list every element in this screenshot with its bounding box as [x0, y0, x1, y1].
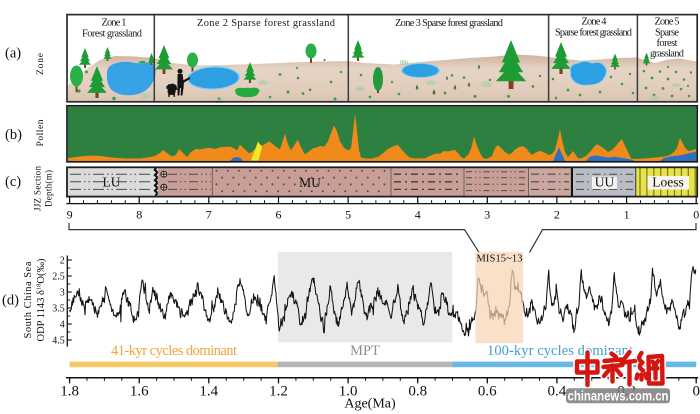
- svg-text:4: 4: [60, 319, 65, 330]
- svg-text:UU: UU: [595, 175, 615, 190]
- svg-text:3: 3: [60, 287, 65, 298]
- svg-text:2: 2: [60, 255, 65, 266]
- svg-text:0.6: 0.6: [478, 384, 497, 400]
- svg-text:1.6: 1.6: [130, 384, 149, 400]
- svg-text:Sparse: Sparse: [655, 28, 679, 39]
- svg-text:7: 7: [206, 208, 212, 222]
- svg-text:Pollen: Pollen: [36, 119, 46, 146]
- svg-text:2.5: 2.5: [52, 271, 65, 282]
- svg-text:(b): (b): [5, 127, 22, 143]
- svg-text:LU: LU: [103, 175, 121, 190]
- svg-text:1.0: 1.0: [339, 384, 358, 400]
- svg-text:Zone 2 Sparse forest grassland: Zone 2 Sparse forest grassland: [197, 18, 336, 29]
- svg-text:2: 2: [554, 208, 560, 222]
- svg-text:41-kyr cycles dominant: 41-kyr cycles dominant: [111, 343, 237, 359]
- svg-text:chinanews.com.cn: chinanews.com.cn: [568, 389, 669, 404]
- svg-text:4: 4: [415, 208, 421, 222]
- svg-text:Depth(m): Depth(m): [44, 170, 54, 207]
- svg-text:Zone 5: Zone 5: [655, 17, 680, 28]
- svg-text:(d): (d): [2, 293, 19, 309]
- svg-text:9: 9: [67, 208, 73, 222]
- svg-text:Forest grassland: Forest grassland: [82, 29, 143, 40]
- svg-text:grassland: grassland: [650, 49, 685, 60]
- svg-text:Zone 4: Zone 4: [582, 17, 608, 28]
- svg-text:0: 0: [692, 384, 700, 400]
- svg-text:0.4: 0.4: [548, 384, 567, 400]
- svg-text:(a): (a): [5, 46, 21, 62]
- svg-text:Zone: Zone: [36, 53, 46, 75]
- svg-text:(c): (c): [5, 174, 21, 190]
- svg-text:3.5: 3.5: [52, 303, 65, 314]
- svg-text:1.8: 1.8: [60, 384, 79, 400]
- svg-text:MPT: MPT: [350, 343, 380, 359]
- svg-text:0.8: 0.8: [408, 384, 427, 400]
- svg-text:1: 1: [624, 208, 630, 222]
- svg-text:Age(Ma): Age(Ma): [344, 397, 396, 412]
- svg-text:MU: MU: [299, 175, 321, 190]
- svg-text:Sparse forest grassland: Sparse forest grassland: [555, 28, 633, 39]
- svg-text:1.4: 1.4: [199, 384, 218, 400]
- svg-text:South China Sea: South China Sea: [23, 261, 34, 338]
- svg-text:0: 0: [693, 208, 699, 222]
- svg-text:1.2: 1.2: [269, 384, 288, 400]
- svg-text:Zone 1: Zone 1: [102, 18, 127, 29]
- svg-text:100-kyr cycles dominant: 100-kyr cycles dominant: [487, 343, 633, 359]
- svg-text:6: 6: [276, 208, 282, 222]
- svg-text:4.5: 4.5: [52, 335, 65, 346]
- svg-text:Zone 3 Sparse forest grasslan: Zone 3 Sparse forest grassland: [395, 18, 504, 29]
- svg-text:Loess: Loess: [652, 175, 684, 190]
- svg-text:8: 8: [136, 208, 142, 222]
- svg-text:forest: forest: [657, 38, 678, 49]
- svg-text:MIS15~13: MIS15~13: [477, 254, 523, 265]
- svg-text:5: 5: [345, 208, 351, 222]
- svg-text:3: 3: [484, 208, 490, 222]
- svg-text:JJZ Section: JJZ Section: [33, 166, 43, 212]
- svg-text:ODP 1143 δ18O(‰): ODP 1143 δ18O(‰): [36, 258, 48, 342]
